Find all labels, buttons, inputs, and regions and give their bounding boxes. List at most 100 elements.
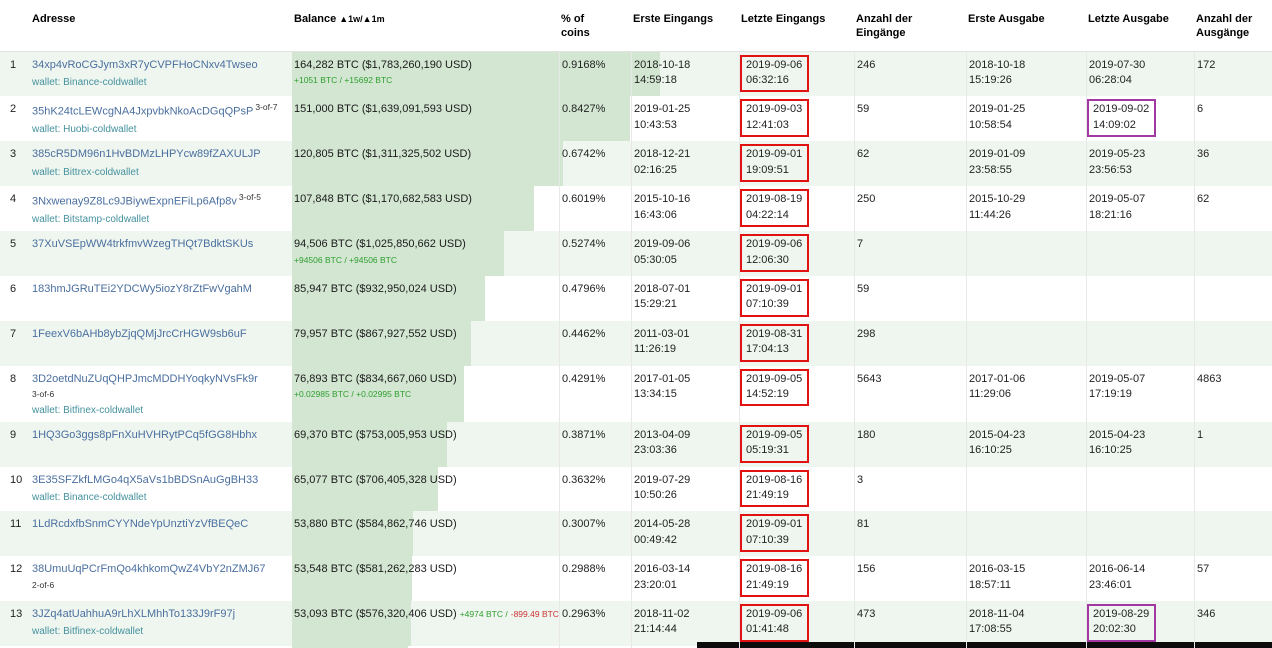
col-header-anzahl-ausgaenge[interactable]: Anzahl der Ausgänge xyxy=(1196,13,1253,40)
wallet-name[interactable]: Bitstamp-coldwallet xyxy=(63,214,150,226)
wallet-link[interactable]: wallet: Bitfinex-coldwallet xyxy=(32,404,288,418)
table-row: 5 37XuVSEpWW4trkfmvWzegTHQt7BdktSKUs 94,… xyxy=(0,231,1272,277)
address-link[interactable]: 3JZq4atUahhuA9rLhXLMhhTo133J9rF97j xyxy=(32,608,236,620)
address-link[interactable]: 1LdRcdxfbSnmCYYNdeYpUnztiYzVfBEQeC xyxy=(32,518,249,531)
balance-value: 53,093 BTC ($576,320,406 USD) xyxy=(294,608,457,620)
wallet-link[interactable]: wallet: Huobi-coldwallet xyxy=(32,123,288,137)
wallet-link[interactable]: wallet: Binance-coldwallet xyxy=(32,491,288,505)
wallet-name[interactable]: Bitfinex-coldwallet xyxy=(63,404,144,416)
address-link[interactable]: 183hmJGRuTEi2YDCWy5iozY8rZtFwVgahM xyxy=(32,283,252,296)
address-link[interactable]: 385cR5DM96n1HvBDMzLHPYcw89fZAXULJP xyxy=(32,148,261,161)
address-cell: 3Nxwenay9Z8Lc9JBiywExpnEFiLp6Afp8v 3-of-5… xyxy=(30,186,292,231)
address-link[interactable]: 3Nxwenay9Z8Lc9JBiywExpnEFiLp6Afp8v xyxy=(32,195,237,208)
address-link[interactable]: 3E35SFZkfLMGo4qX5aVs1bBDSnAuGgBH33 xyxy=(32,473,259,486)
last-out-cell xyxy=(1086,320,1194,366)
address-link[interactable]: 34xp4vRoCGJym3xR7yCVPFHoCNxv4Twseo xyxy=(32,58,258,71)
col-header-pct-coins[interactable]: % of coins xyxy=(561,13,590,40)
pct-coins-cell: 0.3632% xyxy=(559,466,631,512)
row-rank: 6 xyxy=(10,283,17,296)
pct-coins-cell: 0.2988% xyxy=(559,556,631,601)
highlight-box-red: 2019-08-31 17:04:13 xyxy=(740,323,810,362)
balance-bar xyxy=(292,421,447,467)
address-link[interactable]: 35hK24tcLEWcgNA4JxpvbkNkoAcDGqQPsP xyxy=(32,106,254,119)
address-link[interactable]: 37XuVSEpWW4trkfmvWzegTHQt7BdktSKUs xyxy=(32,238,254,251)
first-out-cell xyxy=(966,276,1086,321)
row-rank: 9 xyxy=(10,428,17,441)
ins-count-cell: 59 xyxy=(854,276,966,321)
last-out-cell: 2016-06-14 23:46:01 xyxy=(1086,556,1194,601)
balance-value: 53,880 BTC ($584,862,746 USD) xyxy=(294,518,457,531)
table-row: 6 183hmJGRuTEi2YDCWy5iozY8rZtFwVgahM 85,… xyxy=(0,276,1272,321)
balance-cell: 65,077 BTC ($706,405,328 USD) xyxy=(292,467,559,512)
last-in-cell: 2019-09-03 12:41:03 xyxy=(739,96,854,142)
pct-coins-cell: 0.4462% xyxy=(559,320,631,366)
last-out-cell xyxy=(1086,466,1194,512)
first-in-cell: 2018-10-18 14:59:18 xyxy=(631,51,739,97)
last-out-cell: 2019-08-29 20:02:30 xyxy=(1086,601,1194,646)
table-row: 12 38UmuUqPCrFmQo4khkomQwZ4VbY2nZMJ67 2-o… xyxy=(0,556,1272,601)
balance-cell: 85,947 BTC ($932,950,024 USD) xyxy=(292,276,559,321)
balance-value: 151,000 BTC ($1,639,091,593 USD) xyxy=(294,103,472,116)
last-in-cell: 2019-08-16 21:49:19 xyxy=(739,645,854,648)
balance-value: 107,848 BTC ($1,170,682,583 USD) xyxy=(294,193,472,206)
address-link[interactable]: 1FeexV6bAHb8ybZjqQMjJrcCrHGW9sb6uF xyxy=(32,327,247,340)
pct-coins-cell: 0.6742% xyxy=(559,141,631,187)
balance-delta-positive: +0.02985 BTC / +0.02995 BTC xyxy=(294,388,412,399)
pct-coins-cell: 0.6019% xyxy=(559,186,631,232)
highlight-box-red: 2019-09-05 05:19:31 xyxy=(740,424,810,463)
balance-header-label: Balance xyxy=(294,13,337,25)
last-in-cell: 2019-08-16 21:49:19 xyxy=(739,556,854,601)
pct-coins-cell: 0.4291% xyxy=(559,365,631,422)
wallet-link[interactable]: wallet: Binance-coldwallet xyxy=(32,76,288,90)
wallet-link[interactable]: wallet: Bitstamp-coldwallet xyxy=(32,213,288,227)
outs-count-cell: 57 xyxy=(1194,556,1272,601)
table-row: 11 1LdRcdxfbSnmCYYNdeYpUnztiYzVfBEQeC 53… xyxy=(0,511,1272,557)
col-header-letzte-ausgabe[interactable]: Letzte Ausgabe xyxy=(1088,13,1169,25)
wallet-name[interactable]: Binance-coldwallet xyxy=(63,492,147,504)
address-link[interactable]: 1HQ3Go3ggs8pFnXuHVHRytPCq5fGG8Hbhx xyxy=(32,428,257,441)
balance-bar xyxy=(292,365,464,422)
highlight-box-red: 2019-09-06 12:06:30 xyxy=(740,234,810,273)
highlight-box-red: 2019-08-16 21:49:19 xyxy=(740,559,810,597)
balance-bar xyxy=(292,96,630,142)
multisig-label: 3-of-5 xyxy=(238,192,262,203)
table-row: 9 1HQ3Go3ggs8pFnXuHVHRytPCq5fGG8Hbhx 69,… xyxy=(0,421,1272,467)
wallet-link[interactable]: wallet: Bitfinex-coldwallet xyxy=(32,625,288,639)
outs-count-cell xyxy=(1194,645,1272,648)
wallet-name[interactable]: Bittrex-coldwallet xyxy=(63,166,139,178)
first-out-cell xyxy=(966,231,1086,277)
balance-cell: 164,282 BTC ($1,783,260,190 USD) +1051 BT… xyxy=(292,52,559,97)
table-row: 10 3E35SFZkfLMGo4qX5aVs1bBDSnAuGgBH33 wal… xyxy=(0,466,1272,512)
highlight-box-red: 2019-09-06 01:41:48 xyxy=(740,604,810,642)
outs-count-cell xyxy=(1194,320,1272,366)
row-rank: 5 xyxy=(10,238,17,251)
col-header-anzahl-eingaenge[interactable]: Anzahl der Eingänge xyxy=(856,13,913,40)
col-header-erste-ausgabe[interactable]: Erste Ausgabe xyxy=(968,13,1045,25)
outs-count-cell: 6 xyxy=(1194,96,1272,142)
col-header-balance[interactable]: Balance ▲1w/▲1m xyxy=(292,4,559,51)
table-row: 1 34xp4vRoCGJym3xR7yCVPFHoCNxv4Twseo wall… xyxy=(0,51,1272,97)
ins-count-cell: 62 xyxy=(854,141,966,187)
balance-delta: +94506 BTC / +94506 BTC xyxy=(294,253,555,268)
col-header-adresse[interactable]: Adresse xyxy=(32,13,76,25)
ins-count-cell: 473 xyxy=(854,601,966,646)
wallet-name[interactable]: Binance-coldwallet xyxy=(63,76,147,88)
balance-delta: +1051 BTC / +15692 BTC xyxy=(294,73,555,88)
balance-delta-positive: +94506 BTC / +94506 BTC xyxy=(294,254,398,265)
table-body: 1 34xp4vRoCGJym3xR7yCVPFHoCNxv4Twseo wall… xyxy=(0,51,1272,648)
address-link[interactable]: 38UmuUqPCrFmQo4khkomQwZ4VbY2nZMJ67 xyxy=(32,563,266,576)
balance-cell: 120,805 BTC ($1,311,325,502 USD) xyxy=(292,141,559,186)
col-header-erste-eingangs[interactable]: Erste Eingangs xyxy=(633,13,714,25)
first-in-cell: 2014-05-28 00:49:42 xyxy=(631,511,739,557)
col-header-letzte-eingangs[interactable]: Letzte Eingangs xyxy=(741,13,826,25)
wallet-name[interactable]: Huobi-coldwallet xyxy=(63,124,137,136)
row-rank: 2 xyxy=(10,103,17,116)
wallet-link[interactable]: wallet: Bittrex-coldwallet xyxy=(32,166,288,180)
wallet-name[interactable]: Bitfinex-coldwallet xyxy=(63,626,144,638)
highlight-box-purple: 2019-08-29 20:02:30 xyxy=(1087,604,1157,642)
address-cell: 37XuVSEpWW4trkfmvWzegTHQt7BdktSKUs xyxy=(30,231,292,276)
balance-cell: 94,506 BTC ($1,025,850,662 USD) +94506 BT… xyxy=(292,231,559,276)
last-out-cell xyxy=(1086,276,1194,321)
outs-count-cell: 172 xyxy=(1194,51,1272,97)
address-link[interactable]: 3D2oetdNuZUqQHPJmcMDDHYoqkyNVsFk9r xyxy=(32,372,258,385)
